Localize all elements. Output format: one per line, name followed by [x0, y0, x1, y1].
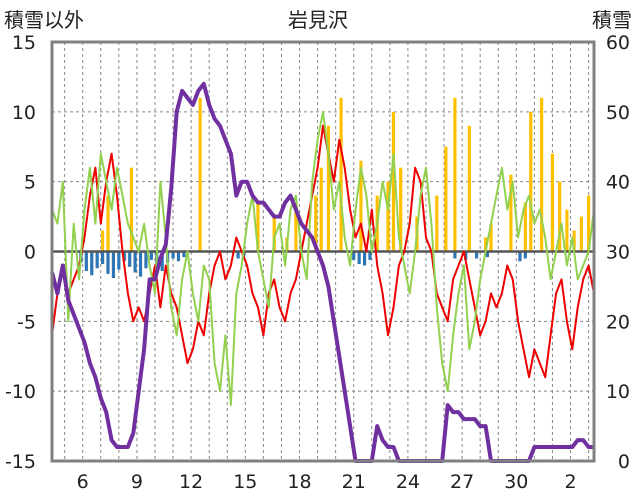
bar-blue: [149, 251, 153, 260]
x-tick-label: 21: [342, 471, 366, 493]
left-tick-label: 15: [12, 32, 36, 54]
left-tick-label: -5: [17, 311, 36, 333]
bar-orange: [550, 153, 555, 252]
bar-orange: [359, 160, 363, 252]
bar-blue: [182, 251, 186, 258]
bar-orange: [294, 209, 298, 252]
bar-blue: [362, 251, 367, 266]
bar-blue: [176, 251, 181, 262]
right-tick-label: 20: [606, 311, 630, 333]
bar-orange: [129, 167, 134, 252]
bar-orange: [558, 181, 562, 252]
bar-orange: [339, 97, 343, 252]
bar-orange: [579, 216, 583, 252]
x-tick-label: 18: [287, 471, 311, 493]
bar-blue: [95, 251, 99, 269]
bar-orange: [319, 167, 323, 252]
bar-blue: [485, 251, 490, 258]
x-axis-ticks: 6 9 12 15 18 21 24 27 30 2: [77, 471, 577, 493]
bar-orange: [106, 195, 110, 252]
bar-blue: [111, 251, 116, 279]
bar-blue: [357, 251, 361, 265]
bar-orange: [444, 146, 448, 252]
bar-orange: [326, 125, 331, 252]
right-tick-label: 30: [606, 242, 630, 264]
bar-blue: [171, 251, 175, 259]
left-tick-label: 5: [24, 172, 36, 194]
left-axis-label: 積雪以外: [4, 8, 84, 32]
bar-blue: [474, 251, 479, 259]
chart-title: 岩見沢: [288, 8, 348, 32]
x-tick-label: 30: [504, 471, 528, 493]
bar-blue: [117, 251, 121, 270]
bar-orange: [386, 181, 390, 252]
right-tick-label: 50: [606, 102, 630, 124]
bar-blue: [236, 251, 240, 259]
bar-orange: [453, 97, 457, 252]
bar-orange: [489, 223, 493, 252]
bar-orange: [435, 195, 439, 252]
bar-orange: [540, 97, 544, 252]
bar-orange: [272, 216, 276, 252]
right-axis-ticks: 60 50 40 30 20 10 0: [606, 32, 630, 473]
left-tick-label: -15: [5, 451, 36, 473]
bars-layer: [79, 97, 591, 279]
plot-frame: [50, 40, 596, 463]
x-tick-label: 9: [131, 471, 143, 493]
left-tick-label: 0: [24, 242, 36, 264]
x-tick-label: 24: [396, 471, 420, 493]
series-line-green: [51, 110, 595, 407]
x-tick-label: 6: [77, 471, 89, 493]
bar-blue: [368, 251, 372, 260]
bar-orange: [565, 209, 569, 252]
x-tick-label: 12: [179, 471, 203, 493]
bar-orange: [391, 111, 396, 252]
left-axis-ticks: 15 10 5 0 -5 -10 -15: [5, 32, 36, 473]
right-tick-label: 0: [618, 451, 630, 473]
right-tick-label: 40: [606, 172, 630, 194]
bar-blue: [122, 251, 126, 262]
bar-blue: [518, 251, 522, 262]
bar-orange: [256, 202, 260, 252]
bar-orange: [467, 125, 471, 252]
bar-orange: [509, 174, 513, 252]
bar-blue: [84, 251, 88, 272]
bar-orange: [100, 230, 105, 252]
x-tick-label: 27: [450, 471, 474, 493]
bar-orange: [572, 230, 576, 252]
bar-orange: [484, 237, 488, 252]
bar-orange: [586, 195, 591, 252]
bar-orange: [314, 195, 318, 252]
x-tick-label: 15: [233, 471, 257, 493]
left-tick-label: -10: [5, 381, 36, 403]
bar-blue: [133, 251, 137, 273]
bar-blue: [106, 251, 110, 274]
bar-orange: [399, 167, 403, 252]
right-axis-label: 積雪: [592, 8, 632, 32]
bar-blue: [100, 251, 105, 265]
right-tick-label: 60: [606, 32, 630, 54]
bar-orange: [523, 202, 527, 252]
bar-blue: [160, 251, 164, 272]
series-line-red: [51, 124, 595, 379]
bar-blue: [138, 251, 143, 277]
bar-blue: [90, 251, 94, 276]
bar-orange: [529, 111, 533, 252]
bar-blue: [144, 251, 148, 269]
x-tick-label: 2: [564, 471, 576, 493]
bar-blue: [128, 251, 132, 267]
bar-blue: [352, 251, 356, 260]
right-tick-label: 10: [606, 381, 630, 403]
bar-blue: [453, 251, 457, 259]
bar-orange: [198, 97, 202, 252]
left-tick-label: 10: [12, 102, 36, 124]
bar-blue: [523, 251, 527, 259]
